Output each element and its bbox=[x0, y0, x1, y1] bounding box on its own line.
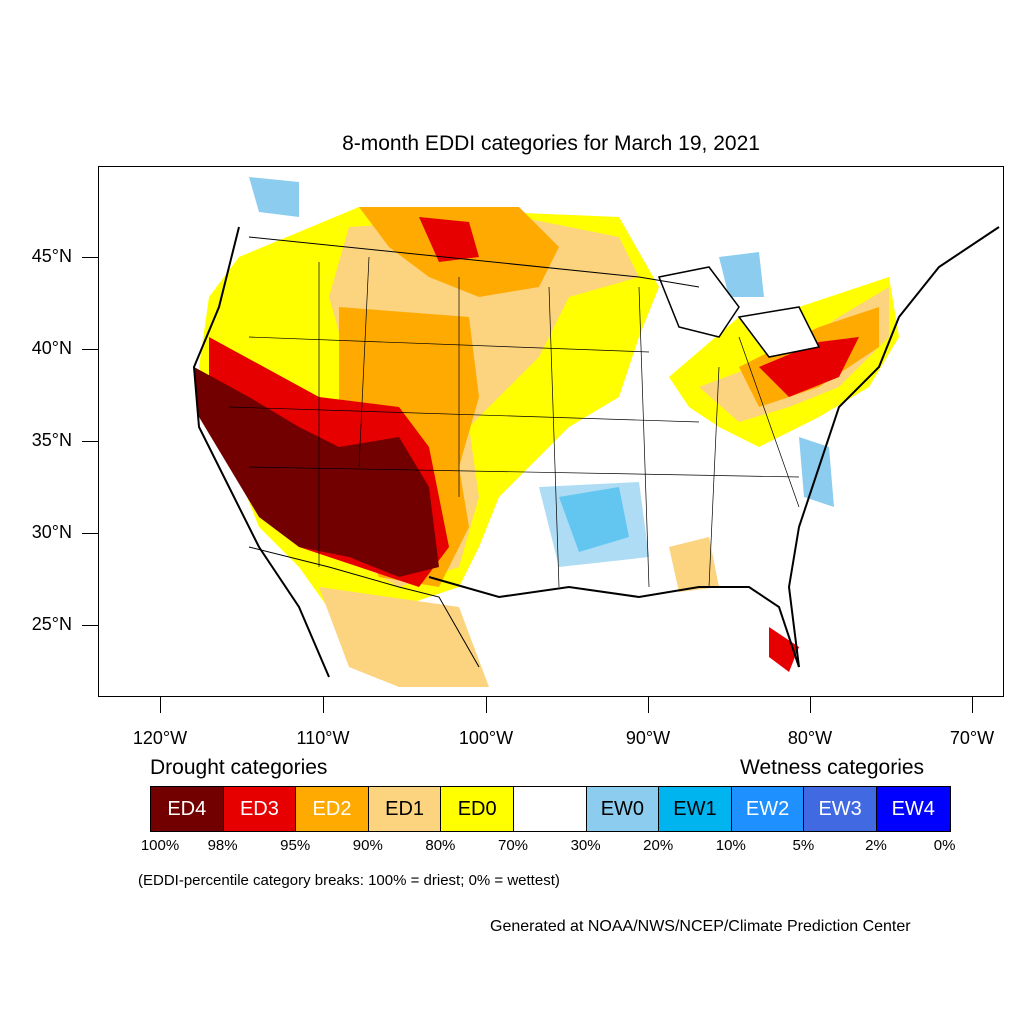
lon-label: 100°W bbox=[458, 728, 514, 748]
legend-swatch-ew4: EW4 bbox=[876, 787, 950, 831]
lat-label: 30°N bbox=[31, 522, 72, 542]
category-note: (EDDI-percentile category breaks: 100% =… bbox=[138, 872, 560, 889]
lon-tick bbox=[323, 697, 324, 713]
lon-label: 120°W bbox=[132, 728, 188, 748]
drought-legend-title: Drought categories bbox=[150, 756, 328, 779]
legend-swatch-ew3: EW3 bbox=[804, 787, 877, 831]
lat-tick bbox=[82, 441, 98, 442]
legend-swatch-ew1: EW1 bbox=[659, 787, 732, 831]
us-canada-border bbox=[248, 236, 700, 288]
percentile-label: 100% bbox=[140, 837, 180, 854]
credit-line: Generated at NOAA/NWS/NCEP/Climate Predi… bbox=[490, 918, 911, 935]
eddi-map bbox=[98, 166, 1004, 697]
lat-tick bbox=[82, 349, 98, 350]
lat-label: 40°N bbox=[31, 338, 72, 358]
conus-map-graphic bbox=[192, 177, 1000, 687]
legend-color-bar: ED4 ED3 ED2 ED1 ED0 EW0 EW1 EW2 EW3 EW4 bbox=[150, 786, 951, 832]
ed3-region-newyork bbox=[759, 337, 859, 397]
legend-swatch-ed2: ED2 bbox=[296, 787, 369, 831]
ew0-region-pnw bbox=[249, 177, 299, 217]
lat-tick bbox=[82, 257, 98, 258]
ed3-region-montana bbox=[419, 217, 479, 262]
lon-label: 90°W bbox=[625, 728, 671, 748]
lon-tick bbox=[160, 697, 161, 713]
ew0-region-great-lakes bbox=[719, 252, 764, 297]
lon-label: 110°W bbox=[296, 728, 350, 748]
state-borders bbox=[228, 256, 800, 588]
percentile-label: 70% bbox=[497, 837, 529, 854]
lat-label: 35°N bbox=[31, 430, 72, 450]
percentile-label: 5% bbox=[792, 837, 815, 854]
ed3-region-florida bbox=[769, 627, 799, 672]
us-mexico-border bbox=[248, 546, 480, 668]
lon-tick bbox=[486, 697, 487, 713]
great-lakes-outline bbox=[657, 266, 821, 358]
map-title: 8-month EDDI categories for March 19, 20… bbox=[342, 132, 760, 155]
percentile-label: 30% bbox=[570, 837, 601, 854]
coastline-east bbox=[787, 226, 1000, 668]
legend-swatch-ew2: EW2 bbox=[731, 787, 805, 831]
lat-label: 25°N bbox=[31, 614, 72, 634]
lon-tick bbox=[648, 697, 649, 713]
percentile-label: 90% bbox=[352, 837, 383, 854]
legend-swatch-neutral bbox=[513, 787, 587, 831]
percentile-label: 98% bbox=[207, 837, 238, 854]
legend-swatch-ed0: ED0 bbox=[441, 787, 514, 831]
ed1-region-southeast bbox=[669, 537, 719, 592]
percentile-label: 0% bbox=[933, 837, 956, 854]
coastline-west bbox=[192, 226, 330, 678]
legend-swatch-ed3: ED3 bbox=[223, 787, 297, 831]
ed1-region-mexico bbox=[319, 587, 489, 687]
ed4-region-southwest bbox=[194, 367, 439, 577]
lon-tick bbox=[972, 697, 973, 713]
lat-tick bbox=[82, 533, 98, 534]
percentile-label: 2% bbox=[865, 837, 887, 854]
lat-tick bbox=[82, 625, 98, 626]
lon-label: 70°W bbox=[949, 728, 995, 748]
legend-swatch-ed1: ED1 bbox=[368, 787, 442, 831]
lon-label: 80°W bbox=[787, 728, 833, 748]
lat-label: 45°N bbox=[31, 246, 72, 266]
legend-swatch-ew0: EW0 bbox=[586, 787, 660, 831]
percentile-label: 10% bbox=[715, 837, 746, 854]
coastline-gulf bbox=[428, 576, 800, 668]
legend-swatch-ed4: ED4 bbox=[151, 787, 224, 831]
percentile-label: 20% bbox=[643, 837, 674, 854]
wetness-legend-title: Wetness categories bbox=[740, 756, 925, 779]
percentile-label: 80% bbox=[425, 837, 456, 854]
percentile-label: 95% bbox=[280, 837, 311, 854]
ew0-region-south bbox=[539, 482, 649, 567]
lon-tick bbox=[810, 697, 811, 713]
